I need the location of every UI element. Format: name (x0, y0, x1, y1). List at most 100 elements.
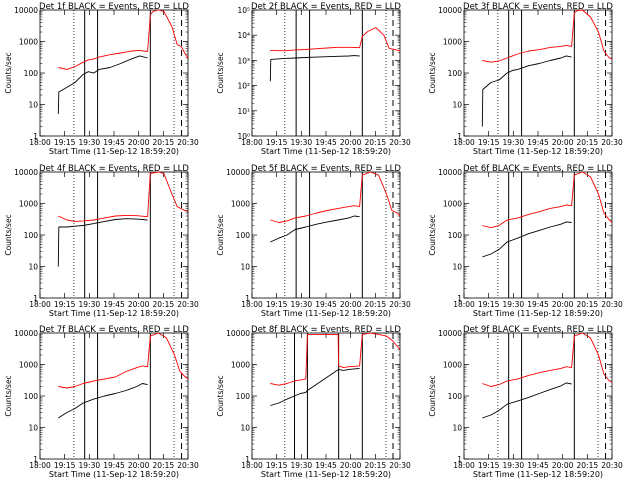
y-tick-label: 10000 (14, 6, 38, 15)
x-tick-label: 19:45 (103, 138, 125, 147)
x-tick-label: 20:15 (365, 461, 387, 470)
plot-frame (39, 9, 189, 137)
panel-6: Det 6f BLACK = Events, RED = LLD 1 10 100 10… (428, 164, 623, 318)
panel-4: Det 4f BLACK = Events, RED = LLD 1 10 100 10… (4, 164, 199, 318)
x-axis-label: Start Time (11-Sep-12 18:59:20) (49, 147, 179, 156)
lld-series-line (58, 9, 189, 70)
events-series-line (269, 55, 360, 82)
panel-title: Det 6f BLACK = Events, RED = LLD (463, 164, 613, 174)
y-tick-label: 10 (28, 101, 38, 110)
x-tick-label: 20:30 (177, 138, 199, 147)
x-tick-label: 19:30 (503, 461, 525, 470)
x-tick-label: 20:15 (153, 461, 175, 470)
y-tick-label: 1 (457, 455, 462, 464)
x-tick-label: 20:00 (128, 138, 150, 147)
x-tick-label: 18:00 (453, 461, 475, 470)
x-tick-label: 20:30 (601, 138, 623, 147)
x-tick-label: 20:15 (365, 138, 387, 147)
y-tick-label: 100 (236, 231, 251, 240)
y-tick-label: 10⁴ (237, 31, 250, 40)
plot-frame (463, 171, 613, 299)
x-tick-label: 18:00 (29, 461, 51, 470)
y-tick-label: 10 (452, 101, 462, 110)
y-tick-label: 100 (24, 392, 39, 401)
lld-series-line (482, 332, 613, 387)
y-tick-label: 1000 (19, 38, 38, 47)
x-tick-label: 20:30 (177, 461, 199, 470)
x-tick-label: 19:45 (315, 138, 337, 147)
x-axis-label: Start Time (11-Sep-12 18:59:20) (261, 470, 391, 479)
plot-frame (463, 9, 613, 137)
y-tick-label: 10000 (438, 168, 462, 177)
x-tick-label: 20:30 (601, 300, 623, 309)
y-tick-label: 1000 (19, 200, 38, 209)
events-series-line (58, 383, 148, 419)
y-axis-label: Counts/sec (4, 375, 13, 416)
x-tick-label: 20:00 (552, 300, 574, 309)
y-tick-label: 1000 (231, 361, 250, 370)
x-tick-label: 19:15 (54, 300, 76, 309)
plot-frame (463, 332, 613, 460)
events-series-line (482, 221, 572, 258)
y-axis-label: Counts/sec (216, 214, 225, 255)
y-tick-label: 10 (28, 424, 38, 433)
x-tick-label: 20:00 (128, 461, 150, 470)
x-tick-label: 19:45 (527, 300, 549, 309)
x-tick-label: 19:15 (266, 300, 288, 309)
y-tick-label: 100 (448, 392, 463, 401)
x-tick-label: 18:00 (241, 138, 263, 147)
y-tick-label: 10 (240, 263, 250, 272)
x-tick-label: 20:15 (577, 300, 599, 309)
y-axis-label: Counts/sec (4, 52, 13, 93)
y-tick-label: 1000 (443, 200, 462, 209)
lld-series-line (58, 332, 189, 389)
plot-frame (39, 171, 189, 299)
lld-series-line (482, 9, 613, 63)
y-tick-label: 1000 (19, 361, 38, 370)
y-tick-label: 10¹ (237, 107, 250, 116)
x-tick-label: 18:00 (453, 300, 475, 309)
x-tick-label: 20:30 (177, 300, 199, 309)
x-tick-label: 20:15 (577, 138, 599, 147)
lld-series-line (270, 171, 401, 223)
events-series-line (57, 218, 148, 267)
x-axis-label: Start Time (11-Sep-12 18:59:20) (473, 309, 603, 318)
y-tick-label: 10⁵ (237, 6, 250, 15)
x-tick-label: 19:15 (266, 461, 288, 470)
plot-frame (251, 332, 401, 460)
x-tick-label: 19:30 (291, 461, 313, 470)
panel-2: Det 2f BLACK = Events, RED = LLD 10⁰ 10¹ 10… (216, 2, 411, 156)
panel-1: Det 1f BLACK = Events, RED = LLD 1 10 100 10… (4, 2, 199, 156)
x-axis-label: Start Time (11-Sep-12 18:59:20) (473, 470, 603, 479)
panel-3: Det 3f BLACK = Events, RED = LLD 1 10 100 10… (428, 2, 623, 156)
x-tick-label: 20:00 (340, 461, 362, 470)
x-tick-label: 19:30 (503, 300, 525, 309)
x-tick-label: 20:00 (340, 300, 362, 309)
x-axis-label: Start Time (11-Sep-12 18:59:20) (49, 309, 179, 318)
x-tick-label: 20:15 (153, 300, 175, 309)
y-tick-label: 10 (452, 424, 462, 433)
y-tick-label: 10000 (226, 329, 250, 338)
y-tick-label: 10 (240, 424, 250, 433)
lld-series-line (58, 171, 189, 222)
y-tick-label: 1 (33, 294, 38, 303)
x-tick-label: 18:00 (453, 138, 475, 147)
x-tick-label: 19:15 (54, 461, 76, 470)
x-tick-label: 20:15 (577, 461, 599, 470)
plot-frame (39, 332, 189, 460)
y-tick-label: 10000 (438, 329, 462, 338)
y-tick-label: 1 (457, 132, 462, 141)
x-axis-label: Start Time (11-Sep-12 18:59:20) (261, 309, 391, 318)
y-axis-label: Counts/sec (428, 52, 437, 93)
y-tick-label: 10² (237, 82, 250, 91)
panel-title: Det 7f BLACK = Events, RED = LLD (39, 325, 189, 335)
x-tick-label: 19:45 (103, 461, 125, 470)
x-tick-label: 20:30 (601, 461, 623, 470)
x-tick-label: 19:45 (315, 300, 337, 309)
x-tick-label: 18:00 (241, 461, 263, 470)
panel-7: Det 7f BLACK = Events, RED = LLD 1 10 100 10… (4, 325, 199, 479)
x-tick-label: 20:15 (365, 300, 387, 309)
events-series-line (482, 382, 572, 419)
